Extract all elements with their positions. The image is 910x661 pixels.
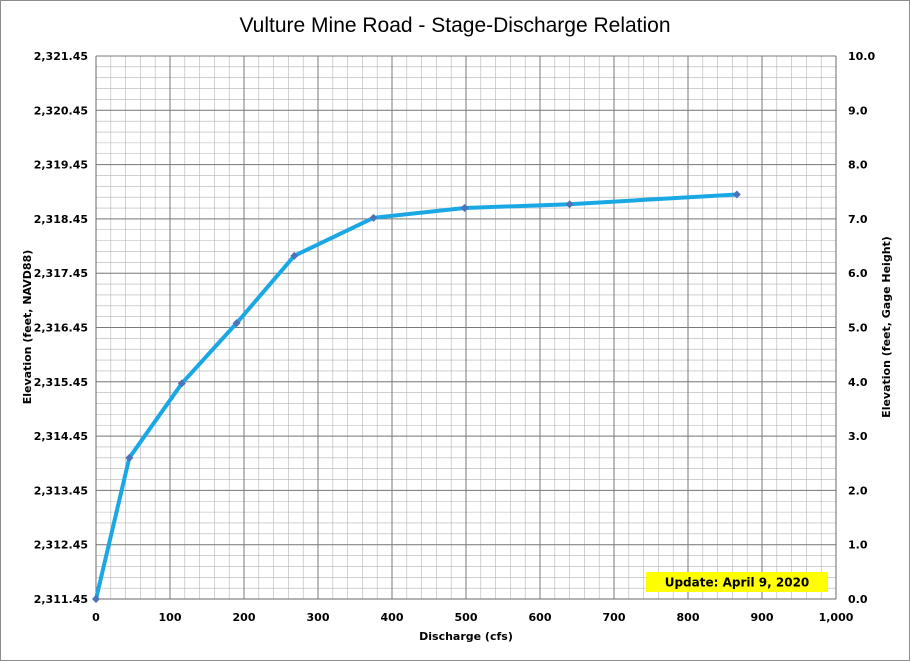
x-tick-label: 100 bbox=[159, 611, 182, 624]
y-tick-label-right: 10.0 bbox=[848, 50, 875, 63]
y-tick-label-right: 5.0 bbox=[848, 322, 868, 335]
x-tick-label: 1,000 bbox=[819, 611, 854, 624]
x-tick-label: 0 bbox=[92, 611, 100, 624]
axes bbox=[95, 56, 837, 600]
y-tick-label-left: 2,313.45 bbox=[34, 484, 88, 497]
y-axis-label-left: Elevation (feet, NAVD88) bbox=[21, 250, 34, 405]
data-point bbox=[565, 200, 574, 209]
y-tick-label-left: 2,321.45 bbox=[34, 50, 88, 63]
y-tick-label-right: 9.0 bbox=[848, 104, 868, 117]
y-axis-label-right: Elevation (feet, Gage Height) bbox=[880, 236, 893, 418]
data-series bbox=[92, 190, 741, 603]
x-axis-label: Discharge (cfs) bbox=[419, 630, 513, 643]
y-tick-label-right: 4.0 bbox=[848, 376, 868, 389]
y-tick-label-right: 3.0 bbox=[848, 430, 868, 443]
y-tick-label-right: 8.0 bbox=[848, 159, 868, 172]
x-tick-label: 300 bbox=[307, 611, 330, 624]
update-note-text: Update: April 9, 2020 bbox=[665, 576, 810, 590]
y-tick-label-left: 2,319.45 bbox=[34, 159, 88, 172]
y-tick-label-left: 2,311.45 bbox=[34, 593, 88, 606]
data-point bbox=[125, 453, 134, 462]
y-tick-label-left: 2,318.45 bbox=[34, 213, 88, 226]
y-tick-label-right: 0.0 bbox=[848, 593, 868, 606]
y-tick-label-right: 7.0 bbox=[848, 213, 868, 226]
y-tick-label-right: 2.0 bbox=[848, 484, 868, 497]
data-point bbox=[290, 251, 299, 260]
data-point bbox=[460, 204, 469, 213]
data-point bbox=[369, 213, 378, 222]
data-point bbox=[177, 379, 186, 388]
update-note-box bbox=[646, 572, 828, 592]
y-tick-label-left: 2,320.45 bbox=[34, 104, 88, 117]
y-tick-label-left: 2,315.45 bbox=[34, 376, 88, 389]
tick-labels: 0 100 200 300 400 500 600 700 800 900 1,000 2,311.4… bbox=[34, 50, 876, 624]
x-tick-label: 700 bbox=[603, 611, 626, 624]
y-tick-label-right: 6.0 bbox=[848, 267, 868, 280]
y-tick-label-left: 2,312.45 bbox=[34, 539, 88, 552]
data-point bbox=[92, 595, 100, 603]
x-tick-label: 600 bbox=[529, 611, 552, 624]
y-tick-label-left: 2,314.45 bbox=[34, 430, 88, 443]
x-tick-label: 900 bbox=[751, 611, 774, 624]
x-tick-label: 200 bbox=[233, 611, 256, 624]
y-tick-label-right: 1.0 bbox=[848, 539, 868, 552]
y-tick-label-left: 2,316.45 bbox=[34, 322, 88, 335]
data-point bbox=[232, 319, 241, 328]
series-line bbox=[94, 192, 739, 601]
data-point bbox=[732, 190, 741, 199]
x-tick-label: 800 bbox=[677, 611, 700, 624]
chart-title: Vulture Mine Road - Stage-Discharge Rela… bbox=[239, 14, 670, 37]
x-tick-label: 400 bbox=[381, 611, 404, 624]
update-note: Update: April 9, 2020 bbox=[646, 572, 828, 592]
grid bbox=[95, 55, 837, 600]
y-tick-label-left: 2,317.45 bbox=[34, 267, 88, 280]
x-tick-label: 500 bbox=[455, 611, 478, 624]
